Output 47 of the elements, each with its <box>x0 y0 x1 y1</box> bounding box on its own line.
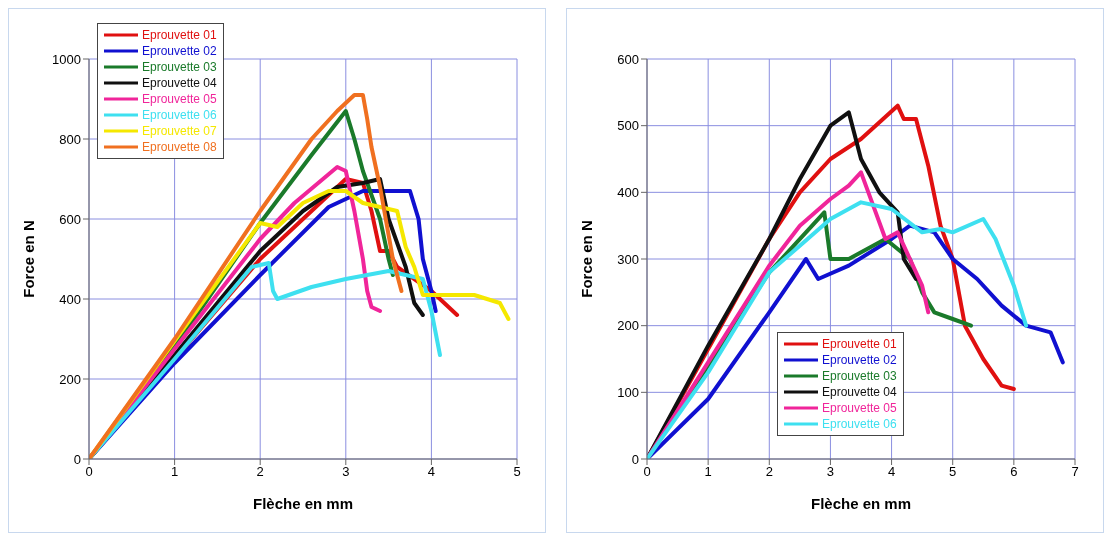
y-tick-label: 400 <box>617 184 639 200</box>
y-tick-label: 600 <box>59 211 81 227</box>
y-tick-label: 200 <box>59 371 81 387</box>
y-tick-label: 0 <box>631 451 639 467</box>
x-axis-title: Flèche en mm <box>252 495 354 512</box>
x-tick-label: 2 <box>256 464 264 480</box>
legend-label: Eprouvette 06 <box>822 416 897 432</box>
x-tick-label: 1 <box>170 464 179 480</box>
legend-label: Eprouvette 02 <box>142 43 217 59</box>
legend-label: Eprouvette 03 <box>142 59 217 75</box>
legend-label: Eprouvette 05 <box>822 400 897 416</box>
legend-label: Eprouvette 05 <box>142 91 217 107</box>
x-tick-label: 0 <box>85 464 93 480</box>
line-series <box>647 223 1065 459</box>
y-tick-label: 800 <box>59 131 81 147</box>
x-tick-label: 5 <box>949 464 957 480</box>
y-tick-label: 300 <box>617 251 639 267</box>
x-tick-label: 5 <box>513 464 521 480</box>
x-tick-label: 4 <box>427 464 436 480</box>
y-tick-label: 600 <box>617 51 639 67</box>
legend-label: Eprouvette 04 <box>822 384 897 400</box>
legend-label: Eprouvette 07 <box>142 123 217 139</box>
x-tick-label: 0 <box>643 464 651 480</box>
x-tick-label: 7 <box>1071 464 1079 480</box>
x-tick-label: 2 <box>765 464 773 480</box>
x-axis-title: Flèche en mm <box>810 495 912 512</box>
y-tick-label: 200 <box>617 318 639 334</box>
legend-label: Eprouvette 06 <box>142 107 217 123</box>
y-tick-label: 0 <box>73 451 81 467</box>
legend-label: Eprouvette 04 <box>142 75 217 91</box>
x-tick-label: 4 <box>887 464 896 480</box>
y-tick-label: 400 <box>59 291 81 307</box>
y-axis-title: Force en N <box>20 220 38 298</box>
y-tick-label: 1000 <box>52 51 81 67</box>
x-tick-label: 3 <box>342 464 350 480</box>
y-tick-label: 100 <box>617 384 639 400</box>
x-tick-label: 6 <box>1010 464 1018 480</box>
y-axis-title: Force en N <box>578 220 596 298</box>
x-tick-label: 1 <box>704 464 712 480</box>
legend-label: Eprouvette 02 <box>822 352 897 368</box>
legend-label: Eprouvette 01 <box>822 336 897 352</box>
legend-label: Eprouvette 03 <box>822 368 897 384</box>
y-tick-label: 500 <box>617 118 639 134</box>
legend-label: Eprouvette 08 <box>142 139 217 155</box>
x-tick-label: 3 <box>826 464 835 480</box>
legend-label: Eprouvette 01 <box>142 27 217 43</box>
line-series <box>647 200 1029 459</box>
